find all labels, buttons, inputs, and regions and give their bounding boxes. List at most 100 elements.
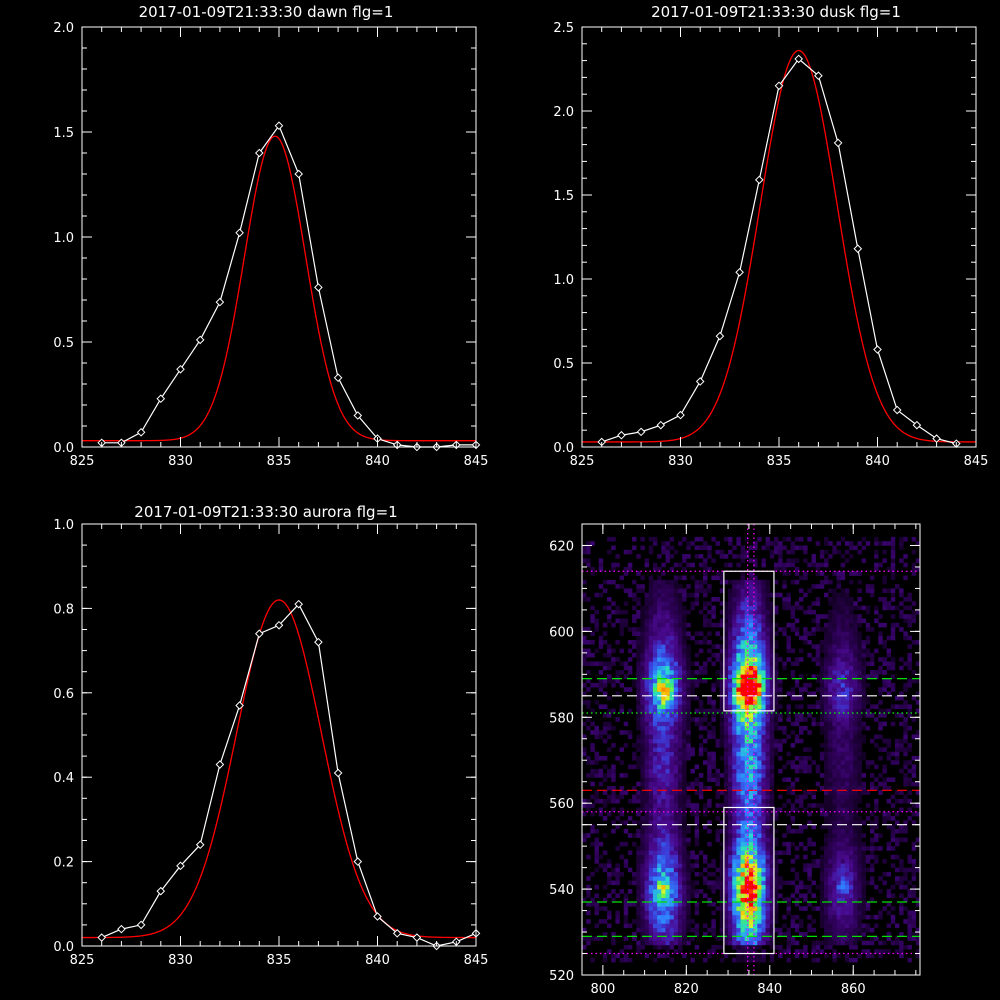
spectral-image-pixel	[711, 927, 716, 933]
spectral-image-pixel	[677, 605, 683, 611]
spectral-image-pixel	[740, 798, 746, 804]
spectral-image-pixel	[786, 932, 791, 937]
spectral-image-pixel	[682, 781, 687, 787]
spectral-image-pixel	[640, 764, 645, 770]
spectral-image-pixel	[836, 897, 842, 903]
spectral-image-pixel	[607, 712, 612, 718]
spectral-image-pixel	[757, 579, 762, 585]
spectral-image-pixel	[782, 605, 787, 611]
spectral-image-pixel	[582, 721, 587, 727]
spectral-image-pixel	[723, 648, 729, 654]
spectral-image-pixel	[769, 880, 775, 886]
spectral-image-pixel	[832, 884, 837, 890]
spectral-image-pixel	[878, 889, 883, 894]
spectral-image-pixel	[648, 919, 654, 924]
spectral-image-pixel	[652, 601, 658, 606]
spectral-image-pixel	[886, 652, 892, 658]
spectral-image-pixel	[832, 816, 837, 821]
spectral-image-pixel	[853, 816, 858, 821]
spectral-image-pixel	[732, 691, 737, 697]
spectral-image-pixel	[878, 631, 883, 636]
spectral-image-pixel	[586, 760, 591, 765]
spectral-image-pixel	[728, 627, 733, 632]
spectral-image-pixel	[673, 721, 679, 727]
spectral-image-pixel	[736, 786, 741, 791]
spectral-image-pixel	[669, 614, 675, 619]
spectral-image-pixel	[748, 867, 754, 873]
dusk-y-tick-label: 2.5	[553, 21, 574, 36]
spectral-image-pixel	[819, 876, 825, 881]
spectral-image-pixel	[857, 781, 862, 787]
spectral-image-pixel	[690, 674, 695, 679]
aurora-y-tick-label: 0.0	[53, 940, 74, 955]
spectral-image-pixel	[857, 794, 862, 800]
spectral-image-pixel	[765, 635, 771, 641]
spectral-image-pixel	[753, 682, 758, 688]
spectral-image-pixel	[773, 919, 779, 924]
spectral-image-pixel	[661, 588, 666, 594]
spectral-image-pixel	[648, 846, 654, 851]
spectral-image-pixel	[607, 579, 612, 585]
spectral-image-pixel	[673, 743, 679, 748]
spectral-image-pixel	[790, 674, 796, 679]
spectral-image-pixel	[840, 687, 846, 692]
spectral-image-pixel	[836, 828, 842, 834]
spectral-image-pixel	[661, 906, 666, 911]
spectral-image-pixel	[740, 712, 746, 718]
spectral-image-pixel	[602, 738, 608, 744]
spectral-image-pixel	[853, 760, 858, 765]
spectral-image-pixel	[807, 712, 812, 718]
spectral-image-pixel	[744, 700, 750, 705]
spectral-image-pixel	[644, 816, 650, 821]
spectral-image-pixel	[586, 678, 591, 684]
spectral-image-pixel	[719, 880, 725, 886]
spectral-image-pixel	[765, 627, 771, 632]
spectral-image-pixel	[719, 773, 725, 778]
spectral-image-pixel	[865, 725, 871, 731]
spectral-image-pixel	[648, 932, 654, 937]
spectral-image-pixel	[623, 906, 629, 911]
spectral-image-pixel	[857, 687, 862, 692]
spectral-image-pixel	[661, 876, 666, 881]
spectral-image-pixel	[844, 790, 850, 795]
spectral-image-pixel	[615, 824, 620, 830]
spectral-image-pixel	[652, 940, 658, 946]
spectral-image-pixel	[686, 730, 691, 735]
spectral-image-pixel	[815, 644, 821, 649]
spectral-image-pixel	[607, 811, 612, 817]
spectral-image-pixel	[773, 893, 779, 898]
spectral-image-pixel	[840, 592, 846, 598]
spectral-image-pixel	[740, 691, 746, 697]
spectral-image-pixel	[853, 605, 858, 611]
spectral-image-pixel	[736, 854, 741, 860]
dusk-x-tick-label: 845	[964, 454, 989, 469]
spectral-image-pixel	[849, 622, 854, 628]
spectral-image-pixel	[623, 571, 629, 576]
spectral-image-pixel	[753, 936, 758, 941]
spectral-image-pixel	[732, 704, 737, 709]
spectral-image-pixel	[598, 755, 604, 761]
spectral-image-pixel	[769, 725, 775, 731]
spectral-image-pixel	[836, 841, 842, 847]
spectral-image-pixel	[669, 781, 675, 787]
spectral-image-pixel	[757, 820, 762, 825]
spectral-image-pixel	[636, 880, 641, 886]
spectral-image-pixel	[611, 545, 616, 551]
spectral-image-pixel	[744, 725, 750, 731]
spectral-image-pixel	[594, 609, 599, 615]
spectral-image-pixel	[715, 597, 720, 602]
spectral-image-pixel	[582, 549, 587, 555]
spectral-image-pixel	[640, 545, 645, 551]
spectral-image-pixel	[815, 884, 821, 890]
spectral-image-pixel	[778, 944, 783, 950]
spectral-image-pixel	[761, 545, 766, 551]
spectral-image-pixel	[736, 910, 741, 916]
spectral-image-pixel	[619, 704, 625, 709]
spectral-image-pixel	[607, 798, 612, 804]
spectral-image-pixel	[690, 781, 695, 787]
spectral-image-pixel	[736, 889, 741, 894]
spectral-image-pixel	[673, 644, 679, 649]
spectral-image-pixel	[769, 614, 775, 619]
spectral-image-pixel	[844, 816, 850, 821]
spectral-image-pixel	[761, 609, 766, 615]
